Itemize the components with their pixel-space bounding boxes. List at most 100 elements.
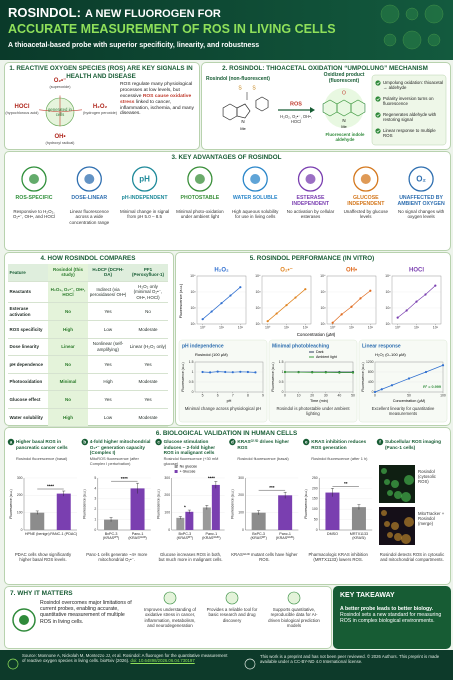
panel-caption: Panc-1 cells generate ~4× more mitochond… xyxy=(86,552,148,563)
y-axis-label: Fluorescence (a.u.) xyxy=(230,489,234,518)
icon-dot xyxy=(305,174,316,184)
takeaway-lead: A better probe leads to better biology. xyxy=(340,606,434,612)
bar xyxy=(251,512,266,530)
cell: Low xyxy=(88,320,128,339)
icon-dot xyxy=(29,174,39,184)
advantage-text: Minimal photo-oxidation under ambient li… xyxy=(176,209,224,220)
advantage-title: WATER SOLUBLE xyxy=(232,195,278,201)
product-label: Oxidized product (fluorescent) xyxy=(323,72,365,84)
takeaway-title: KEY TAKEAWAY xyxy=(340,592,395,599)
x-tick-label: 10² xyxy=(368,325,374,329)
panel-title: Subcellular ROS imaging (Panc-1 cells) xyxy=(385,439,442,450)
title-lead: ROSINDOL: xyxy=(8,5,81,20)
y-axis-label: Fluorescence (a.u.) xyxy=(9,489,13,518)
icon-text: O₂ xyxy=(416,175,426,184)
item-icon xyxy=(287,591,301,605)
x-tick-label: HPNE (benign) xyxy=(24,532,50,536)
panel-letter: e xyxy=(305,439,308,444)
arrow xyxy=(59,109,83,113)
species-formula: O₂•⁻ xyxy=(53,78,67,84)
significance: * xyxy=(184,504,186,509)
series-line xyxy=(202,371,256,373)
doi: doi: 10.64898/2026.06.04.730197 xyxy=(130,658,195,664)
takeaway-text: A better probe leads to better biology. … xyxy=(340,606,444,625)
y-tick-label: 0 xyxy=(168,528,170,532)
y-tick-label: 1200 xyxy=(366,360,374,364)
cell-signal xyxy=(394,533,402,541)
y-tick-label: 100 xyxy=(164,511,170,515)
why-text: Rosindol overcomes major limitations of … xyxy=(40,600,132,625)
panel-title: KRAS inhibition reduces ROS generation xyxy=(311,439,367,450)
panel-letter-bg xyxy=(155,438,162,446)
x-tick-label: BxPC-3 (KRASᵂᵀ) xyxy=(102,532,120,541)
cell: No xyxy=(48,302,88,321)
y-tick-label: 50 xyxy=(314,517,318,521)
advantage-text: High aqueous solubility for use in livin… xyxy=(232,209,279,220)
icon-text: pH xyxy=(139,175,150,184)
point xyxy=(390,384,394,387)
icon-dot xyxy=(360,174,371,184)
y-tick-label: 10³ xyxy=(320,290,326,294)
point xyxy=(424,370,428,374)
cell-signal xyxy=(387,490,393,496)
panel-caption: Excellent linearity for quantitative mea… xyxy=(371,406,435,417)
panel-caption: KRASᴳ¹²ᴰ mutant cells have higher ROS. xyxy=(231,552,298,563)
advantage-text: No signal changes with oxygen levels xyxy=(397,209,445,220)
cell: No xyxy=(48,355,88,374)
ros-text: ROS regulate many physiological processe… xyxy=(120,82,194,117)
legend-label: Ambient light xyxy=(316,355,337,359)
title-line-2: ACCURATE MEASUREMENT OF ROS IN LIVING CE… xyxy=(8,22,336,36)
advantage-title: GLUCOSE INDEPENDENT xyxy=(347,195,385,208)
footer-band xyxy=(0,650,453,680)
species-name: (hydroxyl radical) xyxy=(45,141,75,145)
legend-label: Dark xyxy=(316,350,324,354)
cell: Indirect (via peroxidases/ OH•) xyxy=(88,281,128,304)
panel-caption: Rosindol is photostable under ambient li… xyxy=(276,406,350,417)
y-axis-label: Fluorescence (a.u.) xyxy=(271,362,275,391)
text: linked to cancer, inflammation, ischemia… xyxy=(120,99,194,117)
cell-decor xyxy=(424,4,444,24)
cell-signal xyxy=(404,517,414,527)
atom: Me xyxy=(240,126,246,131)
text: ROS regulate many physiological processe… xyxy=(120,82,193,99)
point xyxy=(441,364,445,367)
cell: Moderate xyxy=(128,320,168,339)
point xyxy=(380,388,383,391)
y-tick-label: 10¹ xyxy=(255,322,261,326)
cc-icon xyxy=(244,658,256,670)
y-tick-label: 100 xyxy=(312,507,318,511)
cell: Linear xyxy=(48,338,88,357)
y-tick-label: 10² xyxy=(255,306,261,310)
glow xyxy=(324,88,364,128)
panel-title: Minimal photobleaching xyxy=(272,343,329,349)
check-icon xyxy=(375,128,381,134)
x-tick-label: BxPC-3 (KRASᵂᵀ) xyxy=(250,532,267,541)
y-tick-label: 10³ xyxy=(255,290,261,294)
y-tick-label: 0 xyxy=(282,390,284,394)
point xyxy=(201,318,204,321)
cell: High xyxy=(48,320,88,339)
cell-signal xyxy=(401,534,411,544)
icon-dot xyxy=(84,174,95,184)
table-row: Water solubility High Low Moderate xyxy=(8,408,168,427)
advantage-title: ESTERASE INDEPENDENT xyxy=(291,195,330,208)
panel-label: H₂O₂ (0–100 µM) xyxy=(375,352,406,357)
subtitle: A thioacetal-based probe with superior s… xyxy=(8,42,260,49)
significance: **** xyxy=(208,476,215,481)
cell-signal xyxy=(384,479,390,485)
icon-dot xyxy=(250,174,261,184)
point xyxy=(216,370,219,373)
cell-signal xyxy=(391,480,399,488)
y-tick-label: 200 xyxy=(238,493,244,497)
cell: Nonlinear (self-amplifying) xyxy=(88,338,128,357)
mechanism-point: Umpolung oxidation: thioacetal → aldehyd… xyxy=(383,80,444,91)
y-tick-label: 0 xyxy=(94,528,96,532)
point xyxy=(239,370,242,373)
x-tick-label: 100 xyxy=(440,393,446,397)
x-tick-label: 10¹ xyxy=(284,325,290,329)
panel-caption: Glucose increases ROS in both, but much … xyxy=(158,552,223,563)
x-tick-label: PANC-1 (PDAC) xyxy=(50,532,78,536)
bar xyxy=(202,507,211,530)
y-tick-label: 10² xyxy=(190,306,196,310)
series-line xyxy=(374,364,444,393)
